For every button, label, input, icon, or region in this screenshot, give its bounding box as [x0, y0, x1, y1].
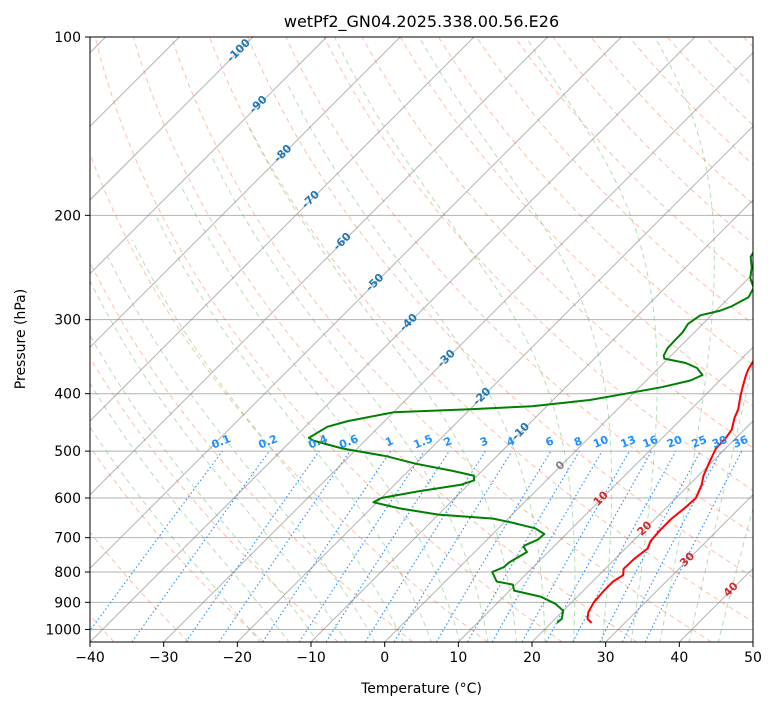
y-axis-title: Pressure (hPa) — [13, 289, 29, 389]
dry-adiabat — [361, 37, 753, 449]
moist-adiabat — [246, 123, 518, 642]
mixing-ratio-line — [90, 450, 223, 632]
dry-adiabat — [514, 37, 753, 285]
dry-adiabat — [285, 37, 753, 535]
dry-adiabat — [476, 37, 753, 325]
isotherm-line — [90, 37, 696, 642]
dry-adiabat — [209, 37, 753, 623]
dewpoint-line — [307, 251, 753, 624]
x-tick-label: −20 — [223, 650, 253, 666]
y-tick-label: 700 — [54, 531, 81, 547]
mixing-ratio-line — [218, 450, 351, 642]
isotherm-line — [90, 37, 328, 275]
isotherm-line — [90, 37, 254, 201]
x-axis-title: Temperature (°C) — [360, 681, 482, 697]
dry-adiabat — [90, 260, 414, 642]
x-tick-label: 10 — [449, 650, 467, 666]
axis-ticks: −40 −30 −20 −10 0 10 20 30 40 50 1000 900 800 700 600 5… — [45, 30, 762, 666]
mixing-ratio-line — [131, 450, 270, 642]
moist-adiabat — [131, 239, 404, 642]
mixing-ratio-line — [262, 450, 392, 642]
plot-frame — [89, 36, 754, 643]
x-tick-label: 20 — [523, 650, 541, 666]
x-tick-label: 30 — [597, 650, 615, 666]
isotherm-line — [605, 493, 753, 642]
isotherm-line — [457, 346, 753, 642]
moist-adiabat — [525, 37, 658, 642]
mixing-ratio-label: 8 — [572, 434, 584, 449]
moist-adiabat — [181, 187, 461, 642]
y-tick-label: 800 — [54, 565, 81, 581]
moist-adiabat — [90, 382, 290, 642]
mixing-ratio-label: 10 — [591, 433, 610, 451]
x-tick-label: −30 — [149, 650, 179, 666]
isotherm-line — [236, 125, 753, 642]
mixing-ratio-line — [644, 450, 743, 642]
x-tick-label: −10 — [296, 650, 326, 666]
moist-adiabat — [107, 256, 376, 642]
mixing-ratio-line — [521, 450, 630, 642]
y-tick-label: 600 — [54, 491, 81, 507]
isotherm-line — [531, 420, 753, 642]
isotherm-line — [384, 272, 753, 642]
moist-adiabat — [155, 215, 432, 642]
moist-adiabat — [90, 279, 347, 642]
dry-adiabat — [323, 37, 753, 491]
mixing-ratio-label: 16 — [641, 433, 660, 451]
dry-adiabat — [399, 37, 753, 407]
y-tick-label: 900 — [54, 595, 81, 611]
dry-adiabat — [90, 152, 488, 642]
y-tick-label: 300 — [54, 313, 81, 329]
dry-adiabat — [552, 37, 753, 245]
dry-adiabat — [247, 37, 753, 578]
mixing-ratio-line — [545, 450, 653, 642]
moist-adiabat — [287, 83, 546, 642]
x-tick-label: 0 — [380, 650, 389, 666]
dry-adiabat — [171, 37, 712, 642]
isotherm-line — [90, 37, 622, 570]
mixing-ratio-line — [572, 450, 677, 642]
isotherm-line — [163, 51, 753, 642]
moist-adiabat — [211, 157, 489, 642]
x-tick-label: 40 — [670, 650, 688, 666]
y-tick-label: 1000 — [45, 622, 81, 638]
mixing-ratio-line — [185, 450, 320, 642]
moist-adiabat — [334, 37, 576, 642]
mixing-ratio-label: 20 — [665, 433, 684, 451]
mixing-ratio-label: 36 — [731, 433, 750, 451]
mixing-ratio-label: 3 — [478, 434, 490, 449]
dry-adiabat — [590, 37, 753, 205]
isotherm-line — [310, 199, 753, 642]
chart-title: wetPf2_GN04.2025.338.00.56.E26 — [284, 12, 559, 32]
mixing-ratio-label: 2 — [442, 434, 454, 449]
dry-adiabat — [90, 531, 190, 642]
isotherm-line — [90, 37, 475, 422]
dry-adiabat — [132, 37, 638, 642]
y-tick-label: 100 — [54, 30, 81, 46]
y-tick-label: 200 — [54, 208, 81, 224]
sounding-series — [307, 251, 753, 624]
background-grid — [90, 37, 753, 642]
mixing-ratio-label: 25 — [690, 433, 709, 451]
moist-adiabat — [90, 426, 261, 642]
mixing-ratio-label: 30 — [710, 433, 729, 451]
y-tick-label: 500 — [54, 444, 81, 460]
temperature-line — [586, 359, 753, 624]
mixing-ratio-line — [393, 450, 513, 642]
mixing-ratio-line — [325, 450, 450, 642]
dry-adiabat — [90, 356, 339, 642]
moist-adiabat — [654, 37, 715, 642]
isotherm-line — [90, 37, 549, 496]
isotherm-line — [90, 37, 401, 349]
mixing-ratio-label: 1 — [383, 434, 395, 449]
x-tick-label: −40 — [75, 650, 105, 666]
dry-adiabat — [437, 37, 753, 366]
x-tick-label: 50 — [744, 650, 762, 666]
mixing-ratio-label: 13 — [619, 433, 638, 451]
y-tick-label: 400 — [54, 387, 81, 403]
